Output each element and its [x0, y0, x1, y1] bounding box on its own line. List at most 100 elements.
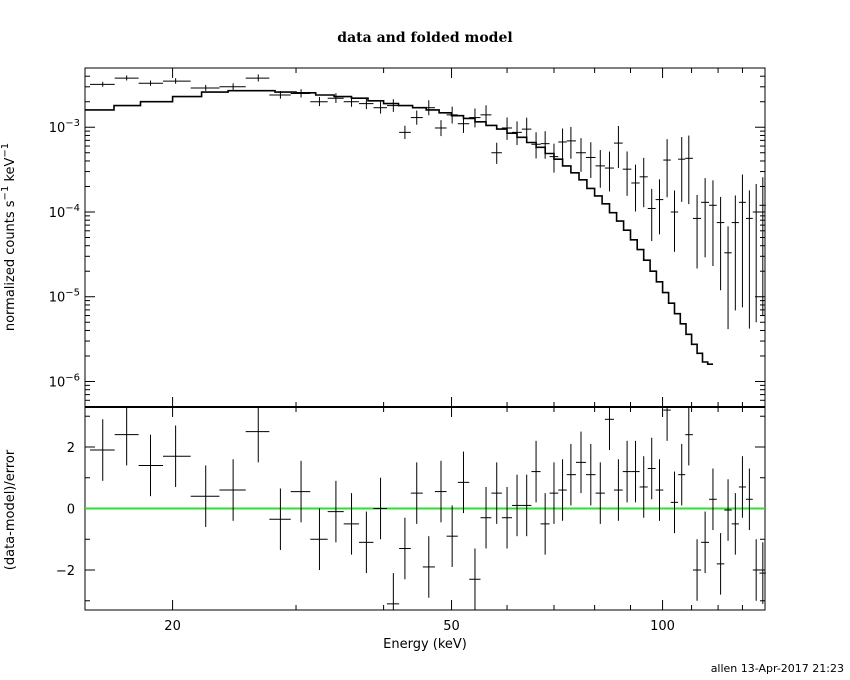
residual-point: [716, 533, 725, 595]
data-point: [358, 97, 374, 110]
data-point: [491, 142, 502, 164]
data-point: [290, 89, 311, 98]
residual-point: [731, 493, 739, 555]
residual-point: [269, 488, 291, 551]
residual-point: [709, 468, 717, 531]
data-point: [716, 196, 725, 291]
residual-point: [422, 536, 435, 598]
data-point: [114, 75, 139, 81]
chart-title: data and folded model: [337, 30, 513, 46]
residual-point: [701, 511, 710, 574]
residual-point: [540, 493, 550, 555]
x-tick-label: 100: [650, 619, 675, 634]
data-point: [422, 100, 435, 116]
data-point: [678, 137, 686, 202]
data-point: [566, 126, 576, 159]
y-tick-label: 2: [67, 441, 75, 456]
data-point: [595, 150, 605, 188]
data-point: [738, 174, 746, 308]
data-point: [501, 117, 513, 140]
residual-point: [343, 493, 359, 555]
residual-point: [501, 486, 513, 549]
residual-point: [692, 539, 702, 601]
y-tick-label: 10−4: [49, 203, 80, 221]
data-point: [512, 121, 522, 145]
data-point: [759, 177, 766, 316]
data-point: [469, 108, 481, 128]
y-tick-label: 10−3: [49, 118, 80, 136]
residual-point: [446, 505, 458, 567]
residual-point: [480, 486, 492, 549]
residual-point: [138, 434, 164, 497]
data-point: [724, 226, 732, 330]
data-point: [90, 81, 115, 87]
x-tick-label: 50: [443, 619, 460, 634]
y-axis-label-bottom: (data-model)/error: [3, 449, 18, 570]
residual-point: [491, 462, 502, 524]
residual-point: [219, 459, 246, 521]
y-tick-label: 10−6: [49, 372, 80, 390]
data-point: [521, 117, 532, 143]
residual-point: [752, 539, 760, 601]
residual-point: [114, 407, 139, 466]
x-axis-label: Energy (keV): [383, 637, 467, 652]
data-point: [163, 78, 191, 84]
data-point: [647, 188, 656, 241]
data-point: [655, 179, 664, 235]
data-point: [575, 138, 586, 172]
residual-point: [647, 437, 656, 500]
residual-point: [613, 459, 623, 521]
data-point: [399, 125, 411, 140]
data-point: [373, 101, 387, 114]
residual-point: [549, 462, 559, 524]
residual-point: [595, 462, 605, 524]
residual-point: [521, 474, 532, 537]
data-point: [731, 195, 739, 311]
residual-point: [759, 542, 766, 604]
residual-point: [685, 407, 693, 466]
residual-point: [639, 456, 648, 518]
residual-point: [410, 462, 423, 524]
data-point: [685, 135, 693, 205]
residual-point: [631, 440, 640, 503]
residual-point: [558, 459, 567, 521]
residual-point: [670, 471, 679, 534]
data-point: [410, 110, 423, 125]
y-axis-label-top: normalized counts s−1 keV−1: [0, 143, 18, 331]
data-point: [709, 180, 717, 267]
data-point: [613, 125, 623, 169]
data-point: [138, 80, 164, 86]
residual-point: [386, 573, 400, 610]
data-point: [752, 183, 760, 323]
residual-point: [663, 407, 671, 441]
data-point: [434, 120, 447, 137]
residual-point: [290, 460, 311, 523]
data-point: [190, 84, 220, 91]
residual-point: [327, 480, 344, 543]
y-tick-label: 0: [67, 503, 75, 518]
residual-point: [457, 451, 470, 514]
data-point: [558, 128, 567, 159]
data-point: [219, 83, 246, 90]
residual-point: [604, 407, 614, 451]
data-point: [622, 151, 632, 196]
data-point: [245, 74, 270, 82]
residual-point: [678, 443, 686, 506]
residual-point: [566, 443, 576, 506]
residual-point: [531, 440, 541, 503]
residual-point: [358, 511, 374, 574]
residual-point: [399, 517, 411, 580]
residual-point: [724, 479, 732, 541]
residual-point: [575, 431, 586, 494]
residual-point: [745, 468, 753, 531]
data-point: [310, 97, 328, 107]
residual-point: [512, 474, 522, 537]
data-point: [585, 142, 596, 178]
data-point: [327, 93, 344, 103]
data-point: [549, 143, 559, 173]
data-point: [386, 99, 400, 112]
y-tick-label: −2: [56, 564, 75, 579]
data-point: [531, 132, 541, 159]
residual-point: [469, 548, 481, 610]
residual-point: [434, 460, 447, 523]
